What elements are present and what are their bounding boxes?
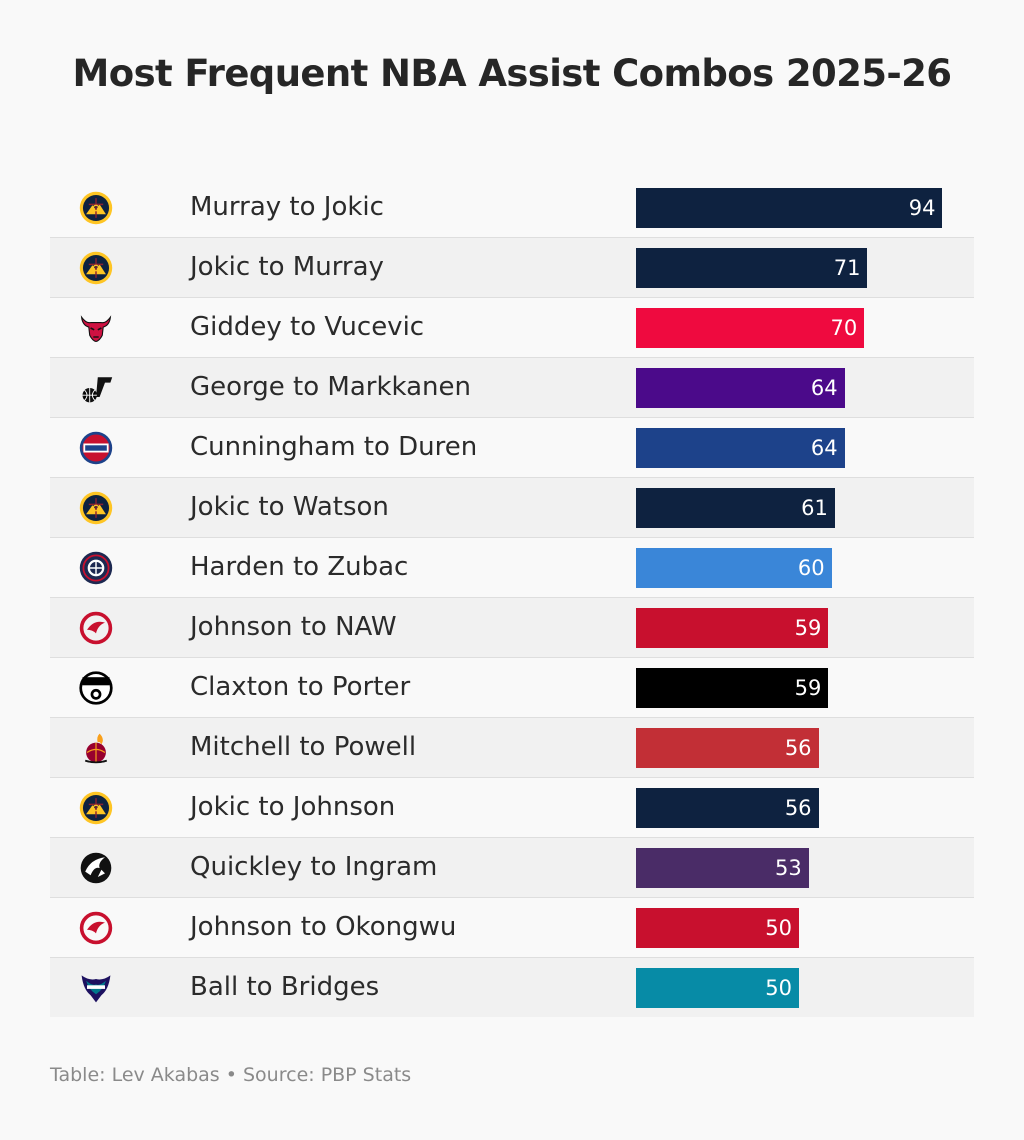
assist-count-label: 53 xyxy=(775,856,802,880)
assist-count-label: 59 xyxy=(794,676,822,700)
combo-label: Johnson to Okongwu xyxy=(190,912,457,942)
assist-bar: 59 xyxy=(636,668,829,708)
table-row: Murray to Jokic 94 xyxy=(50,178,974,238)
combo-label: Jokic to Watson xyxy=(190,492,389,522)
hawks-logo-icon xyxy=(77,910,115,946)
nuggets-logo-icon xyxy=(77,790,115,826)
assist-bar: 53 xyxy=(636,848,809,888)
table-row: Ball to Bridges 50 xyxy=(50,958,974,1017)
combo-label: Murray to Jokic xyxy=(190,192,384,222)
table-row: Johnson to Okongwu 50 xyxy=(50,898,974,958)
assist-bar: 94 xyxy=(636,188,943,228)
nets-logo-icon xyxy=(77,670,115,706)
table-row: Cunningham to Duren 64 xyxy=(50,418,974,478)
table-row: Mitchell to Powell 56 xyxy=(50,718,974,778)
combo-label: Harden to Zubac xyxy=(190,552,409,582)
hornets-logo-icon xyxy=(77,970,115,1006)
assist-count-label: 64 xyxy=(810,376,838,400)
combo-label: Johnson to NAW xyxy=(190,612,397,642)
table-row: Harden to Zubac 60 xyxy=(50,538,974,598)
assist-count-label: 59 xyxy=(794,616,822,640)
combo-label: George to Markkanen xyxy=(190,372,472,402)
heat-logo-icon xyxy=(77,730,115,766)
assist-count-label: 56 xyxy=(784,736,812,760)
assist-count-label: 61 xyxy=(801,496,828,520)
nuggets-logo-icon xyxy=(77,190,115,226)
assist-count-label: 70 xyxy=(830,316,858,340)
assist-bar: 50 xyxy=(636,908,799,948)
table-row: Johnson to NAW 59 xyxy=(50,598,974,658)
pistons-logo-icon xyxy=(77,430,115,466)
combo-label: Jokic to Murray xyxy=(190,252,384,282)
table-row: Quickley to Ingram 53 xyxy=(50,838,974,898)
raptors-logo-icon xyxy=(77,850,115,886)
combo-label: Mitchell to Powell xyxy=(190,732,417,762)
table-row: Jokic to Watson 61 xyxy=(50,478,974,538)
assist-count-label: 71 xyxy=(833,256,861,280)
combo-label: Ball to Bridges xyxy=(190,972,380,1002)
hawks-logo-icon xyxy=(77,610,115,646)
assist-combos-table: Murray to Jokic 94 Jokic to Murray 71 Giddey… xyxy=(50,178,974,1017)
nuggets-logo-icon xyxy=(77,490,115,526)
assist-bar: 61 xyxy=(636,488,835,528)
assist-count-label: 60 xyxy=(797,556,825,580)
assist-count-label: 50 xyxy=(765,916,792,940)
combo-label: Quickley to Ingram xyxy=(190,852,438,882)
assist-bar: 71 xyxy=(636,248,868,288)
chart-title: Most Frequent NBA Assist Combos 2025-26 xyxy=(72,52,953,95)
assist-bar: 70 xyxy=(636,308,865,348)
table-row: Giddey to Vucevic 70 xyxy=(50,298,974,358)
combo-label: Jokic to Johnson xyxy=(190,792,396,822)
assist-count-label: 50 xyxy=(765,976,792,1000)
combo-label: Claxton to Porter xyxy=(190,672,411,702)
nuggets-logo-icon xyxy=(77,250,115,286)
assist-bar: 59 xyxy=(636,608,829,648)
table-row: Jokic to Murray 71 xyxy=(50,238,974,298)
table-row: Jokic to Johnson 56 xyxy=(50,778,974,838)
combo-label: Giddey to Vucevic xyxy=(190,312,425,342)
combo-label: Cunningham to Duren xyxy=(190,432,478,462)
assist-count-label: 64 xyxy=(810,436,838,460)
assist-bar: 56 xyxy=(636,728,819,768)
jazz-logo-icon xyxy=(77,370,115,406)
assist-count-label: 56 xyxy=(784,796,812,820)
assist-bar: 60 xyxy=(636,548,832,588)
assist-bar: 56 xyxy=(636,788,819,828)
assist-count-label: 94 xyxy=(908,196,936,220)
assist-bar: 64 xyxy=(636,428,845,468)
assist-bar: 64 xyxy=(636,368,845,408)
table-row: George to Markkanen 64 xyxy=(50,358,974,418)
table-row: Claxton to Porter 59 xyxy=(50,658,974,718)
bulls-logo-icon xyxy=(77,310,115,346)
source-footer: Table: Lev Akabas • Source: PBP Stats xyxy=(50,1064,412,1086)
assist-bar: 50 xyxy=(636,968,799,1008)
clippers-logo-icon xyxy=(77,550,115,586)
